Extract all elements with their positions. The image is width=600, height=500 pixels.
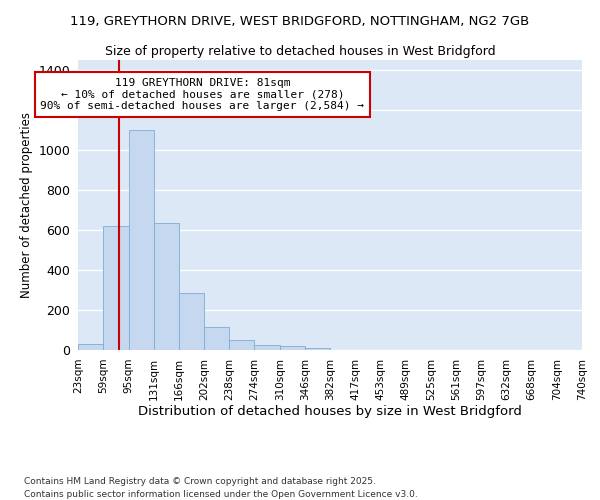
- Text: 119 GREYTHORN DRIVE: 81sqm
← 10% of detached houses are smaller (278)
90% of sem: 119 GREYTHORN DRIVE: 81sqm ← 10% of deta…: [40, 78, 364, 111]
- Bar: [280, 346, 305, 350]
- Bar: [103, 226, 128, 350]
- Bar: [78, 344, 103, 350]
- Text: Contains public sector information licensed under the Open Government Licence v3: Contains public sector information licen…: [24, 490, 418, 499]
- Bar: [154, 223, 179, 350]
- Text: 119, GREYTHORN DRIVE, WEST BRIDGFORD, NOTTINGHAM, NG2 7GB: 119, GREYTHORN DRIVE, WEST BRIDGFORD, NO…: [70, 15, 530, 28]
- Bar: [128, 130, 154, 350]
- X-axis label: Distribution of detached houses by size in West Bridgford: Distribution of detached houses by size …: [138, 406, 522, 418]
- Text: Contains HM Land Registry data © Crown copyright and database right 2025.: Contains HM Land Registry data © Crown c…: [24, 478, 376, 486]
- Bar: [204, 327, 229, 350]
- Text: Size of property relative to detached houses in West Bridgford: Size of property relative to detached ho…: [104, 45, 496, 58]
- Bar: [179, 293, 204, 350]
- Bar: [229, 340, 254, 350]
- Y-axis label: Number of detached properties: Number of detached properties: [20, 112, 33, 298]
- Bar: [305, 348, 331, 350]
- Bar: [254, 345, 280, 350]
